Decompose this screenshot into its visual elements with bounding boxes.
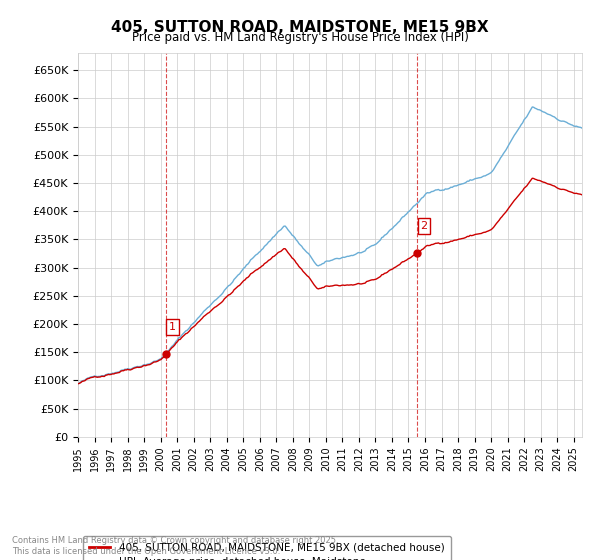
Text: 405, SUTTON ROAD, MAIDSTONE, ME15 9BX: 405, SUTTON ROAD, MAIDSTONE, ME15 9BX xyxy=(111,20,489,35)
Legend: 405, SUTTON ROAD, MAIDSTONE, ME15 9BX (detached house), HPI: Average price, deta: 405, SUTTON ROAD, MAIDSTONE, ME15 9BX (d… xyxy=(83,536,451,560)
Text: Price paid vs. HM Land Registry's House Price Index (HPI): Price paid vs. HM Land Registry's House … xyxy=(131,31,469,44)
Text: 2: 2 xyxy=(421,221,428,231)
Text: 1: 1 xyxy=(169,322,176,332)
Text: Contains HM Land Registry data © Crown copyright and database right 2025.
This d: Contains HM Land Registry data © Crown c… xyxy=(12,536,338,556)
